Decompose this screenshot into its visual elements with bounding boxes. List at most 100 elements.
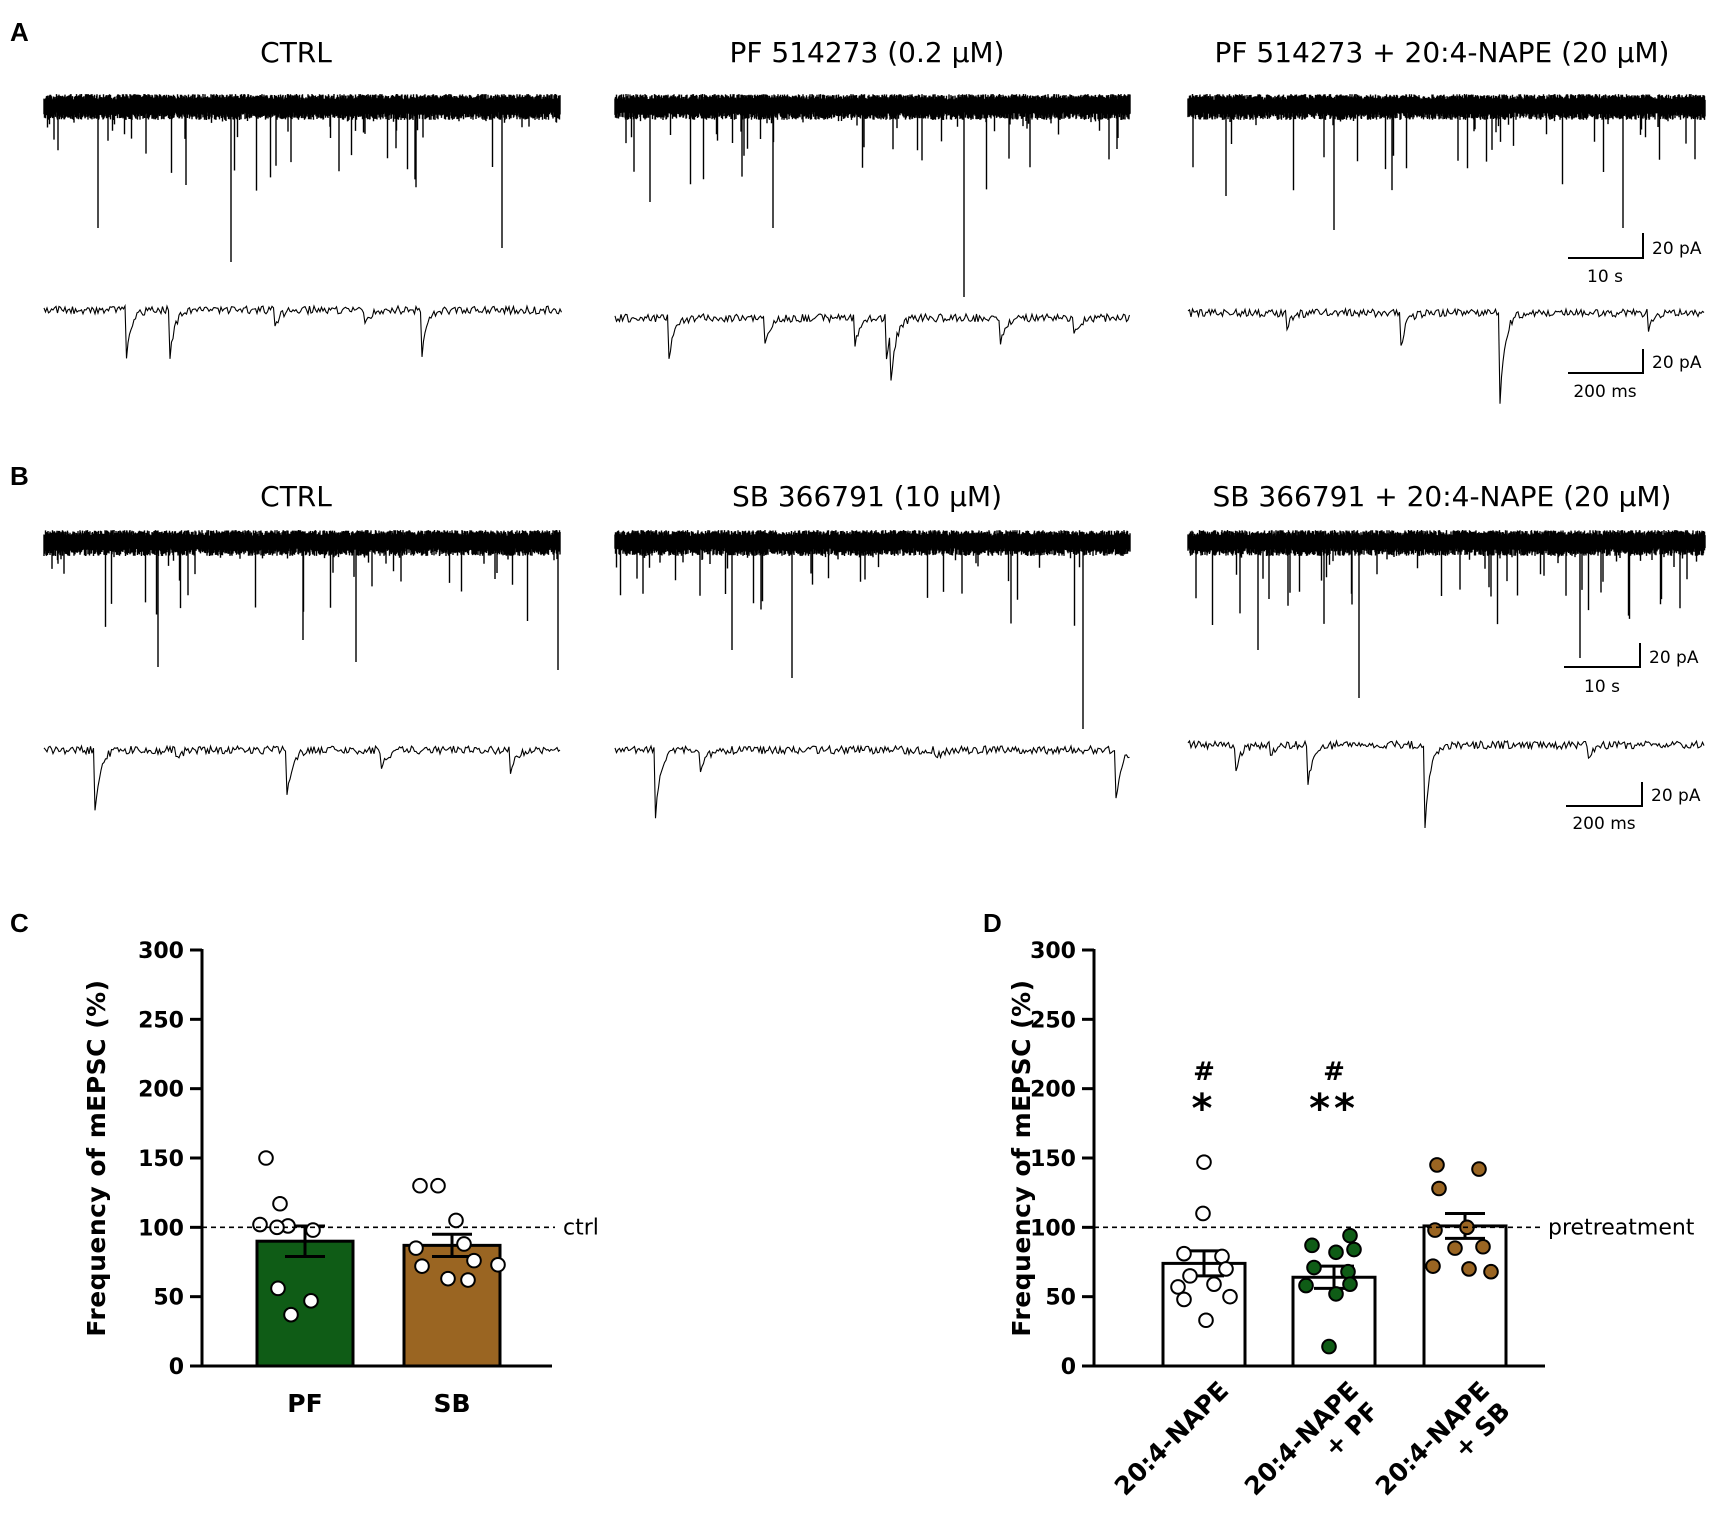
scale-bar-a-slow: 20 pA 10 s	[1568, 233, 1702, 287]
data-point	[1222, 1288, 1238, 1305]
data-point	[1304, 1237, 1320, 1254]
y-tick-label: 300	[1030, 939, 1076, 964]
trace-b-sb-nape-slow	[1187, 530, 1706, 698]
scale-bar-b-slow: 20 pA 10 s	[1564, 643, 1699, 697]
scale-b-slow-time: 10 s	[1584, 677, 1620, 697]
data-point	[1471, 1161, 1487, 1177]
data-point	[1218, 1261, 1234, 1277]
reference-label: ctrl	[563, 1215, 599, 1240]
data-point	[466, 1252, 482, 1269]
panel-a-title-ctrl: CTRL	[260, 36, 332, 69]
data-point	[412, 1177, 428, 1194]
data-point	[1306, 1259, 1322, 1276]
y-tick-label: 0	[1061, 1355, 1076, 1380]
trace-a-pf-slow	[614, 94, 1131, 297]
data-point	[1429, 1157, 1445, 1173]
panel-b-title-ctrl: CTRL	[260, 480, 332, 513]
panel-a-title-pf-nape: PF 514273 + 20:4-NAPE (20 µM)	[1215, 36, 1670, 69]
scale-b-slow-amp: 20 pA	[1649, 648, 1699, 668]
significance-hash: #	[1193, 1057, 1215, 1087]
reference-label: pretreatment	[1548, 1215, 1695, 1240]
panel-b-title-sb: SB 366791 (10 µM)	[732, 480, 1002, 513]
scale-b-fast-time: 200 ms	[1572, 814, 1635, 834]
data-point	[283, 1306, 299, 1323]
data-point	[1342, 1276, 1358, 1292]
y-tick-label: 250	[138, 1008, 184, 1033]
significance-hash: #	[1323, 1057, 1345, 1087]
y-axis-title: Frequency of mEPSC (%)	[82, 979, 111, 1336]
y-axis-title: Frequency of mEPSC (%)	[1007, 979, 1036, 1336]
scale-bar-b-fast: 20 pA 200 ms	[1566, 782, 1701, 834]
data-point	[1195, 1205, 1211, 1222]
panel-letter-a: A	[10, 17, 29, 47]
y-tick-label: 100	[138, 1216, 184, 1241]
data-point	[305, 1222, 321, 1238]
panel-letter-c: C	[10, 908, 29, 938]
data-point	[303, 1293, 319, 1309]
trace-b-sb-slow	[614, 530, 1131, 729]
trace-a-pf-nape-fast	[1187, 306, 1705, 404]
scale-a-fast-time: 200 ms	[1573, 382, 1636, 402]
data-point	[1196, 1154, 1212, 1170]
scale-a-slow-amp: 20 pA	[1652, 239, 1702, 259]
data-point	[1328, 1286, 1344, 1302]
x-category-label: 20:4-NAPE+ SB	[1370, 1376, 1516, 1522]
y-tick-label: 250	[1030, 1008, 1076, 1033]
trace-a-ctrl-slow	[43, 94, 561, 262]
x-category-label: PF	[287, 1389, 322, 1418]
panel-a-title-pf: PF 514273 (0.2 µM)	[730, 36, 1005, 69]
data-point	[270, 1280, 286, 1297]
data-point	[1475, 1238, 1491, 1255]
bar	[1422, 1224, 1508, 1368]
trace-b-sb-nape-fast	[1187, 739, 1705, 829]
x-category-label: 20:4-NAPE+ PF	[1239, 1376, 1385, 1522]
data-point	[252, 1216, 268, 1233]
data-point	[1431, 1180, 1447, 1197]
data-point	[1425, 1258, 1441, 1274]
data-point	[1321, 1338, 1337, 1355]
data-point	[490, 1256, 506, 1273]
data-point	[448, 1212, 464, 1229]
trace-b-ctrl-slow	[43, 530, 561, 670]
data-point	[440, 1270, 456, 1287]
data-point	[1176, 1245, 1192, 1262]
data-point	[1447, 1240, 1463, 1256]
x-category-label: SB	[433, 1389, 470, 1418]
y-tick-label: 150	[1030, 1147, 1076, 1172]
x-category-label: 20:4-NAPE	[1109, 1376, 1234, 1501]
significance-stars: **	[1309, 1086, 1359, 1132]
data-point	[460, 1272, 476, 1288]
y-tick-label: 50	[1045, 1286, 1076, 1311]
data-point	[1298, 1277, 1314, 1294]
scale-a-slow-time: 10 s	[1587, 267, 1623, 287]
data-point	[1342, 1227, 1358, 1244]
data-point	[1340, 1263, 1356, 1280]
panel-letter-d: D	[983, 908, 1002, 938]
significance-stars: *	[1192, 1086, 1217, 1132]
data-point	[1427, 1222, 1443, 1238]
trace-a-ctrl-fast	[43, 303, 562, 359]
chart-c: Frequency of mEPSC (%) 0 50 100 150 200 250 300…	[82, 939, 599, 1418]
data-point	[1170, 1279, 1186, 1295]
y-tick-label: 300	[138, 939, 184, 964]
data-point	[1461, 1261, 1477, 1277]
y-tick-label: 200	[138, 1078, 184, 1103]
data-point	[1346, 1241, 1362, 1258]
data-point	[430, 1177, 446, 1194]
data-point	[408, 1240, 424, 1256]
panel-letter-b: B	[10, 461, 29, 491]
data-point	[1328, 1244, 1344, 1261]
panel-a-traces	[43, 94, 1706, 404]
data-point	[456, 1236, 472, 1252]
data-point	[272, 1195, 288, 1212]
panel-b-title-sb-nape: SB 366791 + 20:4-NAPE (20 µM)	[1213, 480, 1672, 513]
y-tick-label: 100	[1030, 1216, 1076, 1241]
data-point	[414, 1258, 430, 1274]
y-tick-label: 150	[138, 1147, 184, 1172]
y-tick-label: 50	[153, 1286, 184, 1311]
trace-b-ctrl-fast	[43, 744, 561, 811]
trace-a-pf-nape-slow	[1187, 94, 1706, 230]
data-point	[1182, 1268, 1198, 1284]
scale-a-fast-amp: 20 pA	[1652, 353, 1702, 373]
